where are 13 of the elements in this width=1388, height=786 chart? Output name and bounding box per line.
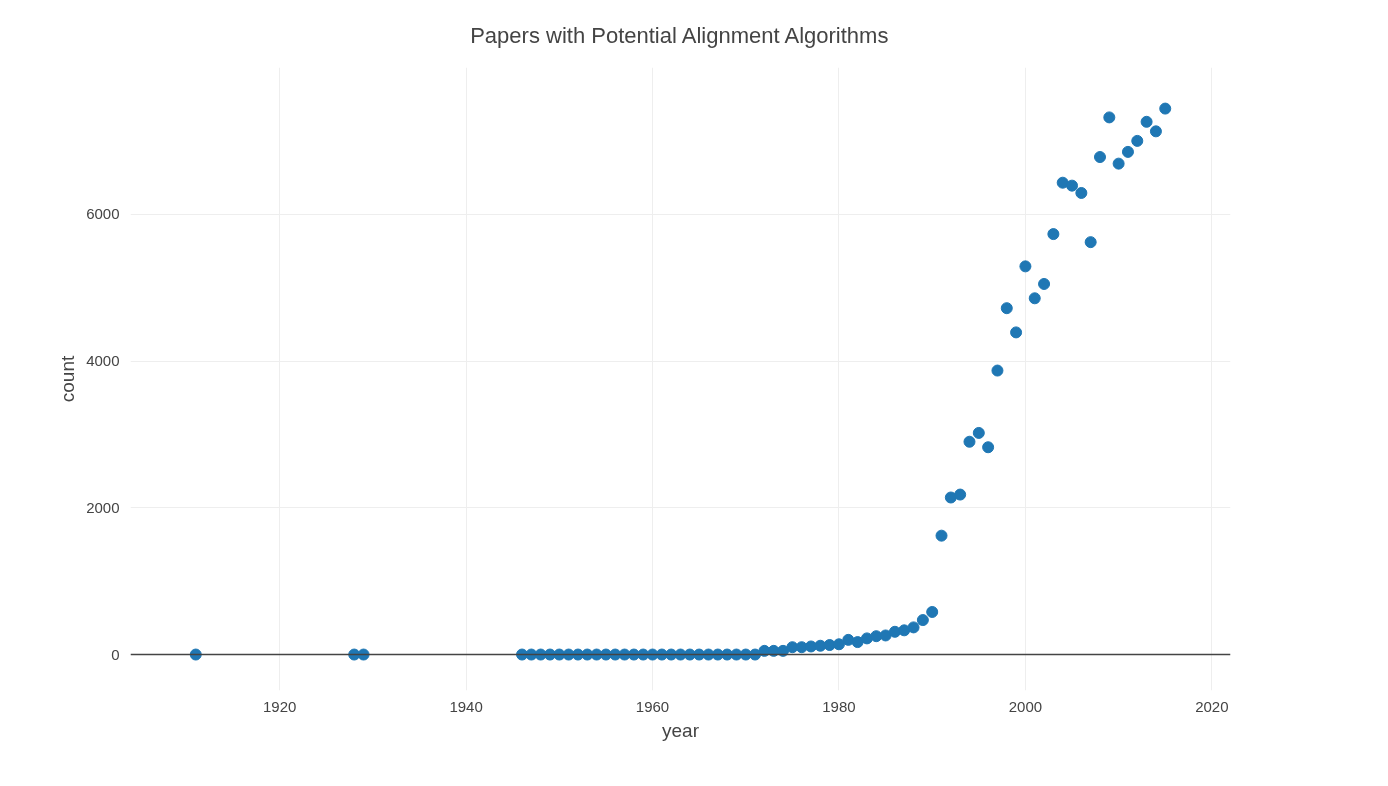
y-tick-label: 6000 bbox=[86, 205, 120, 223]
x-tick-label: 1960 bbox=[635, 697, 670, 715]
y-tick-label: 0 bbox=[111, 645, 120, 663]
x-tick-label: 1920 bbox=[262, 697, 297, 715]
y-tick-label: 2000 bbox=[86, 498, 120, 516]
x-tick-label: 1940 bbox=[449, 697, 483, 715]
x-tick-label: 2000 bbox=[1008, 697, 1043, 715]
chart-title: Papers with Potential Alignment Algorithms bbox=[470, 22, 889, 48]
x-tick-label: 1980 bbox=[822, 697, 856, 715]
y-tick-label: 4000 bbox=[86, 352, 120, 370]
x-tick-label: 2020 bbox=[1195, 697, 1229, 715]
x-axis-title: year bbox=[662, 719, 700, 741]
y-axis-title: count bbox=[57, 355, 79, 403]
